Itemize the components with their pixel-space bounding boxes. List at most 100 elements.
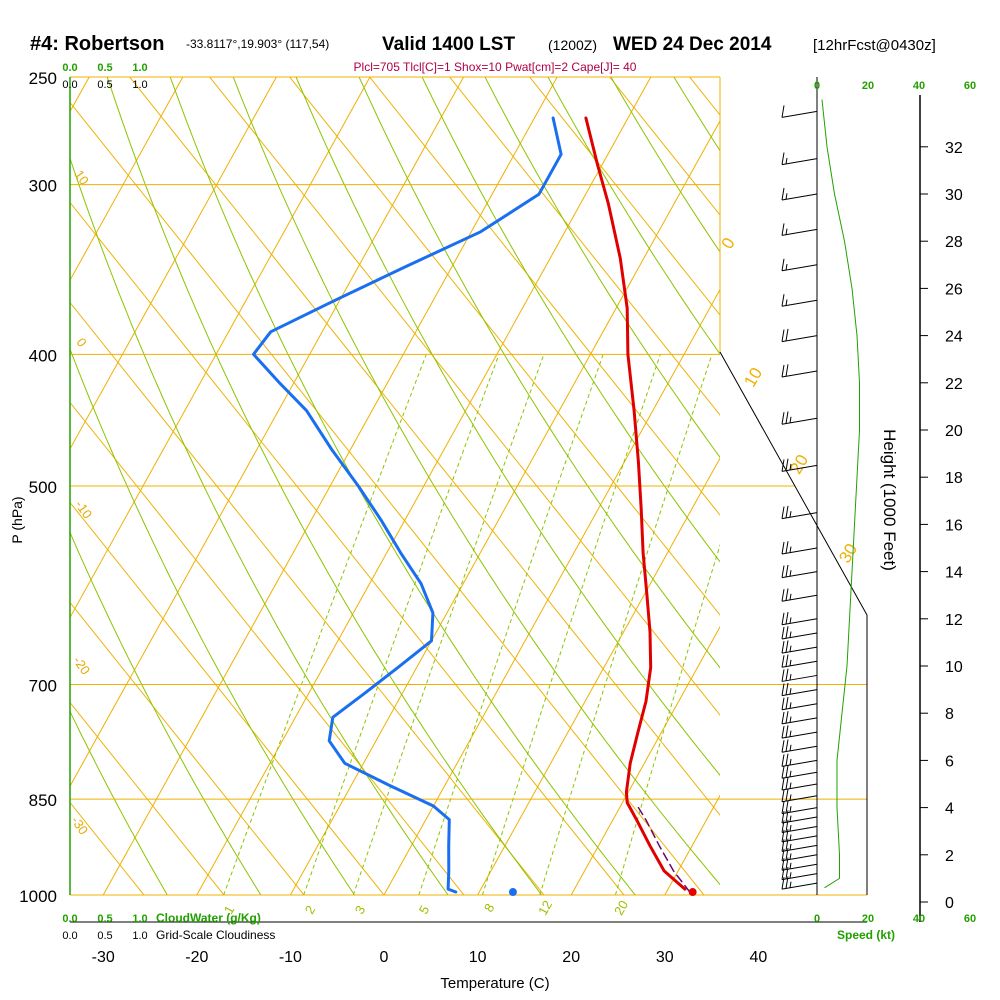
wind-barb-half-flag [789,815,792,822]
isotherm-line [70,77,277,450]
dry-adiabat-line [70,156,449,895]
wind-barb-shaft [781,703,818,711]
wind-barb [781,541,818,555]
wind-barb [781,765,818,779]
wind-barb-shaft [781,844,818,852]
wind-barb-flag [785,411,789,424]
wind-barb [781,411,818,425]
wind-barb-shaft [781,873,818,881]
wind-barb [781,800,818,815]
wind-barb [781,626,818,640]
temperature-surface-dot [688,888,697,897]
wind-barb [781,753,818,767]
temperature-tick-label: 30 [656,949,674,966]
dewpoint-surface-dot [508,888,517,897]
wind-barb [781,364,818,378]
x-axis-title: Temperature (C) [440,975,549,992]
wind-barb-shaft [781,646,818,654]
wind-barb-half-flag [789,862,792,869]
wind-barb-flag [781,541,785,555]
wind-barb-shaft [781,795,818,803]
wind-barb [781,187,818,201]
cloudwater-top-tick: 0.5 [97,62,112,74]
wind-barb-half-flag [785,193,788,200]
pressure-tick-label: 700 [29,677,57,696]
wind-barb [781,725,818,739]
wind-barb-half-flag [789,631,792,638]
station-title: #4: Robertson [30,33,164,55]
wind-barb-half-flag [789,770,792,777]
wind-barb [781,105,818,118]
wind-barb-half-flag [789,546,792,553]
cloudiness-bottom-tick: 0.5 [97,930,112,942]
wind-barb-half-flag [789,806,792,813]
cloudiness-top-tick: 0.5 [97,79,112,91]
wind-barb-flag [781,187,785,201]
wind-barb [781,505,818,520]
temperature-tick-label: 10 [469,949,487,966]
isotherm-label: 10 [740,364,766,390]
wind-barb-shaft [781,783,818,791]
wind-barb-shaft [781,512,818,520]
wind-barb-flag [785,753,789,766]
mixing-ratio-label: 2 [302,903,319,917]
wind-barb-shaft [781,228,818,236]
wind-barb-half-flag [789,744,792,751]
speed-bottom-tick: 20 [862,913,874,925]
wind-barb-flag [781,697,785,710]
wind-barb-shaft [781,689,818,697]
wind-barb-flag [785,739,789,752]
mixing-ratio-label: 3 [352,903,369,917]
wind-barb-half-flag [789,730,792,737]
wind-barb-half-flag [789,570,792,577]
wind-barb-flag [781,589,785,602]
wind-barb-flag [785,588,789,601]
wind-barb-flag [785,458,789,471]
pressure-tick-label: 400 [29,346,57,365]
mixing-ratio-line [418,354,604,895]
wind-barb [781,564,818,579]
wind-barb-flag [785,800,789,813]
wind-barb-flag [781,294,785,307]
wind-barb [781,876,818,890]
wind-barb [781,152,818,166]
wind-barb-shaft [781,264,818,272]
mixing-ratio-label: 5 [416,903,433,917]
dry-adiabat-line [358,77,720,669]
wind-barb-shaft [781,807,818,815]
wind-barb [781,668,818,682]
speed-axis-label: Speed (kt) [837,928,895,942]
speed-bottom-tick: 40 [913,913,925,925]
speed-bottom-tick: 60 [964,913,976,925]
wind-barb-half-flag [789,881,792,888]
wind-barb-shaft [781,299,818,307]
wind-barb-flag [785,564,789,577]
wind-barb-flag [785,668,789,681]
wind-barb-flag [781,329,785,342]
cloudiness-top-tick: 1.0 [132,79,147,91]
wind-barb-shaft [781,547,818,555]
mixing-ratio-label: 12 [535,898,555,918]
height-tick-label: 20 [945,423,963,440]
temperature-tick-label: 40 [750,949,768,966]
dry-adiabat-line [926,77,1000,895]
speed-top-tick: 40 [913,80,925,92]
dry-adiabat-line [484,77,720,459]
dry-adiabat-label: -30 [68,813,91,837]
wind-barb [781,328,818,343]
height-tick-label: 24 [945,329,963,346]
isotherm-line [570,625,720,895]
wind-barb-shaft [781,571,818,579]
speed-top-tick: 0 [814,80,820,92]
valid-utc: (1200Z) [548,37,597,53]
wind-barb-flag [781,223,785,236]
wind-barb-shaft [781,854,818,862]
cloudiness-bottom-tick: 0.0 [62,930,77,942]
wind-barb-shaft [781,731,818,739]
wind-barb-half-flag [789,511,792,518]
pressure-tick-label: 1000 [19,887,57,906]
wind-barb-flag [785,682,789,695]
wind-barb-shaft [781,825,818,833]
